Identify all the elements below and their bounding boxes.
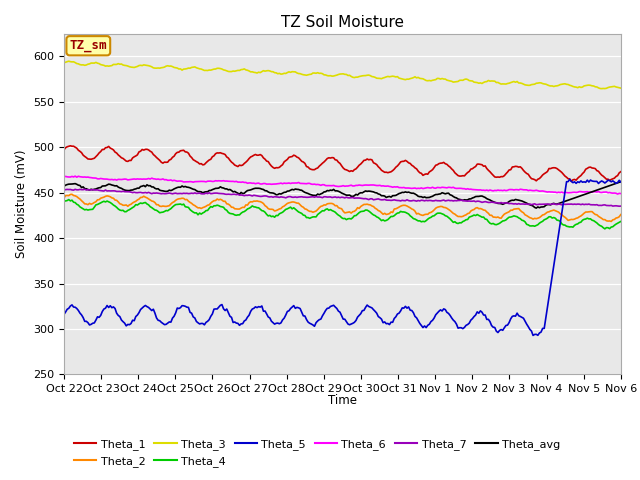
Legend: Theta_1, Theta_2, Theta_3, Theta_4, Theta_5, Theta_6, Theta_7, Theta_avg: Theta_1, Theta_2, Theta_3, Theta_4, Thet… — [70, 435, 564, 471]
Theta_1 — [390, 166, 398, 172]
Theta_2 — [390, 206, 398, 212]
Theta_7 — [358, 196, 366, 202]
Theta_4 — [612, 221, 620, 227]
Theta_2 — [210, 198, 218, 204]
Theta_5 — [317, 316, 324, 322]
Theta_7 — [611, 203, 618, 209]
Theta_7 — [617, 203, 625, 209]
Theta_6 — [390, 184, 398, 190]
Theta_1 — [67, 143, 74, 149]
Line: Theta_7: Theta_7 — [64, 189, 621, 206]
Theta_5 — [529, 333, 537, 338]
Theta_7 — [390, 197, 398, 203]
Theta_2 — [68, 192, 76, 197]
Theta_5 — [357, 311, 365, 316]
Theta_1 — [60, 147, 68, 153]
Theta_3 — [319, 71, 326, 76]
Theta_1 — [612, 174, 620, 180]
Theta_6 — [595, 189, 602, 194]
Theta_2 — [617, 212, 625, 217]
Theta_5 — [389, 319, 397, 325]
Theta_avg — [595, 187, 602, 192]
Theta_4 — [319, 208, 326, 214]
Theta_1 — [358, 159, 366, 165]
Text: TZ_sm: TZ_sm — [70, 39, 107, 52]
Theta_6 — [60, 174, 68, 180]
Theta_7 — [60, 187, 68, 193]
Theta_6 — [617, 191, 625, 196]
Theta_3 — [617, 85, 625, 91]
Line: Theta_6: Theta_6 — [64, 176, 621, 194]
Y-axis label: Soil Moisture (mV): Soil Moisture (mV) — [15, 150, 28, 258]
Line: Theta_3: Theta_3 — [64, 61, 621, 89]
Theta_2 — [358, 203, 366, 208]
Theta_5 — [566, 177, 573, 182]
Theta_3 — [65, 59, 72, 64]
Theta_7 — [210, 190, 218, 196]
Title: TZ Soil Moisture: TZ Soil Moisture — [281, 15, 404, 30]
Theta_5 — [617, 179, 625, 185]
Theta_4 — [390, 213, 398, 218]
Theta_avg — [60, 183, 68, 189]
Theta_4 — [210, 203, 218, 209]
Theta_5 — [60, 312, 68, 317]
Line: Theta_2: Theta_2 — [64, 194, 621, 221]
Theta_6 — [614, 191, 621, 197]
Line: Theta_4: Theta_4 — [64, 200, 621, 229]
Theta_6 — [611, 190, 618, 196]
Theta_1 — [568, 179, 575, 184]
Theta_4 — [65, 197, 72, 203]
Theta_5 — [209, 311, 216, 317]
Theta_avg — [389, 193, 397, 199]
Theta_3 — [598, 86, 605, 92]
Theta_avg — [611, 181, 618, 187]
Theta_avg — [532, 205, 540, 211]
Line: Theta_1: Theta_1 — [64, 146, 621, 181]
X-axis label: Time: Time — [328, 394, 357, 407]
Theta_1 — [210, 153, 218, 159]
Theta_6 — [319, 182, 326, 188]
Theta_7 — [616, 204, 623, 209]
Line: Theta_5: Theta_5 — [64, 180, 621, 336]
Theta_avg — [317, 191, 324, 197]
Theta_5 — [596, 179, 604, 185]
Theta_4 — [60, 198, 68, 204]
Theta_4 — [595, 222, 602, 228]
Theta_7 — [81, 186, 88, 192]
Theta_3 — [210, 66, 218, 72]
Theta_2 — [60, 195, 68, 201]
Theta_3 — [595, 85, 602, 91]
Theta_4 — [617, 218, 625, 224]
Theta_2 — [607, 218, 615, 224]
Theta_2 — [319, 203, 326, 209]
Theta_avg — [357, 190, 365, 196]
Theta_3 — [358, 73, 366, 79]
Theta_6 — [358, 182, 366, 188]
Theta_6 — [210, 179, 218, 184]
Theta_avg — [617, 179, 625, 185]
Theta_2 — [612, 215, 620, 221]
Theta_3 — [612, 84, 620, 90]
Theta_4 — [601, 226, 609, 232]
Line: Theta_avg: Theta_avg — [64, 182, 621, 208]
Theta_4 — [358, 208, 366, 214]
Theta_3 — [390, 73, 398, 79]
Theta_2 — [595, 214, 602, 219]
Theta_avg — [209, 187, 216, 192]
Theta_6 — [71, 173, 79, 179]
Theta_1 — [617, 169, 625, 175]
Theta_5 — [612, 180, 620, 186]
Theta_1 — [319, 160, 326, 166]
Theta_7 — [595, 203, 602, 208]
Theta_1 — [596, 170, 604, 176]
Theta_3 — [60, 60, 68, 65]
Theta_7 — [319, 195, 326, 201]
